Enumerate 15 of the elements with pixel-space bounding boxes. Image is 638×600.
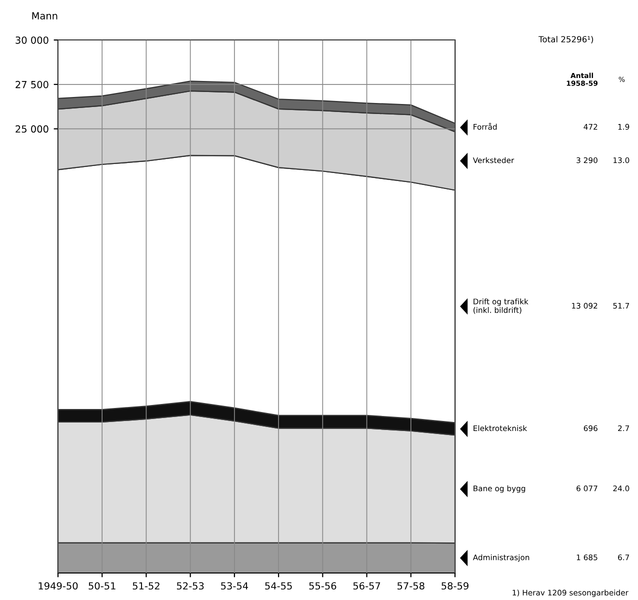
- text: Total 25296¹): [538, 36, 594, 44]
- x-tick-label: 55-56: [309, 582, 336, 590]
- x-tick-label: 50-51: [88, 582, 116, 590]
- x-tick-label: 52-53: [176, 582, 204, 590]
- y-tick-label: 27 500: [16, 80, 48, 88]
- x-tick-label: 51-52: [132, 582, 160, 590]
- x-tick-label: 53-54: [221, 582, 248, 590]
- y-axis-title: Mann: [32, 12, 58, 20]
- y-tick-label: 30 000: [16, 36, 48, 44]
- x-tick-label: 57-58: [398, 582, 424, 590]
- y-tick-label: 25 000: [16, 125, 48, 133]
- x-tick-label: 54-55: [265, 582, 292, 590]
- x-tick-label: 1949-50: [38, 582, 78, 590]
- x-tick-label: 56-57: [353, 582, 380, 590]
- x-tick-label: 58-59: [442, 582, 468, 590]
